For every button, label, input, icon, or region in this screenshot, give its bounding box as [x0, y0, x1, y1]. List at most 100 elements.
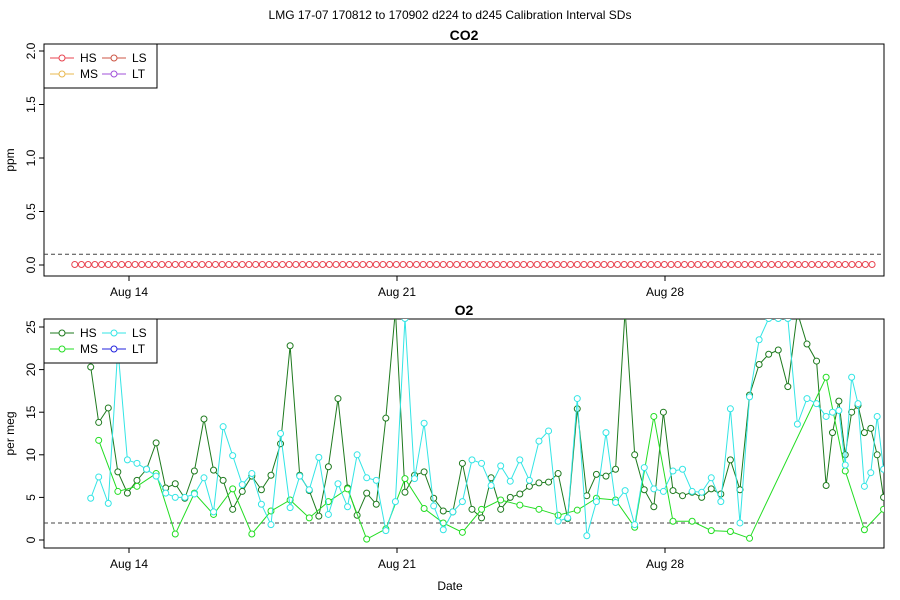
- series-hs-point: [893, 458, 899, 464]
- series-hs-point: [345, 260, 353, 268]
- series-hs-point: [654, 260, 662, 268]
- series-hs-point: [95, 418, 103, 426]
- series-ls-point: [583, 532, 591, 540]
- series-ms-line: [98, 375, 884, 540]
- series-ls-point: [449, 508, 457, 516]
- series-hs-point: [453, 260, 461, 268]
- series-hs-point: [841, 260, 849, 268]
- series-ls-point: [688, 487, 696, 495]
- series-hs-point: [178, 260, 186, 268]
- series-hs-point: [788, 260, 796, 268]
- series-hs-point: [803, 340, 811, 348]
- series-hs-point: [312, 260, 320, 268]
- series-hs-point: [813, 357, 821, 365]
- series-hs-point: [372, 500, 380, 508]
- series-hs-point: [821, 260, 829, 268]
- y-tick-label: 2.0: [24, 42, 38, 59]
- series-ls-point: [353, 451, 361, 459]
- series-hs-point: [133, 476, 141, 484]
- series-ls-point: [277, 430, 285, 437]
- series-hs-point: [339, 260, 347, 268]
- series-hs-point: [151, 260, 159, 268]
- series-hs-point: [325, 260, 333, 268]
- series-hs-point: [420, 468, 428, 476]
- series-hs-point: [500, 260, 508, 268]
- series-ls-point: [813, 400, 821, 408]
- series-ms-point: [688, 517, 696, 525]
- series-ls-point: [104, 499, 112, 507]
- series-hs-point: [506, 260, 514, 268]
- series-hs-point: [560, 260, 568, 268]
- series-hs-point: [84, 260, 92, 268]
- series-hs-point: [734, 260, 742, 268]
- series-hs-point: [473, 260, 481, 268]
- plot-frame: [43, 318, 885, 549]
- series-hs-point: [468, 505, 476, 513]
- series-ms-point: [573, 506, 581, 514]
- series-hs-point: [305, 260, 313, 268]
- series-ls-point: [592, 498, 600, 506]
- series-hs-point: [835, 397, 843, 405]
- series-hs-point: [607, 260, 615, 268]
- series-hs-point: [533, 260, 541, 268]
- series-ms-point: [516, 501, 524, 509]
- series-ls-point: [152, 472, 160, 480]
- series-ls-point: [363, 474, 371, 482]
- x-tick-label: Aug 14: [110, 557, 148, 571]
- series-ms-point: [133, 482, 141, 490]
- x-tick-label: Aug 14: [110, 285, 148, 299]
- series-hs-point: [392, 307, 398, 313]
- legend-label: HS: [80, 326, 97, 340]
- series-hs-point: [359, 260, 367, 268]
- series-ls-point: [803, 395, 811, 403]
- series-hs-point: [399, 260, 407, 268]
- series-ls-point: [257, 500, 265, 508]
- series-hs-point: [171, 260, 179, 268]
- series-hs-point: [841, 451, 849, 459]
- series-ls-point: [602, 429, 610, 437]
- series-hs-point: [379, 260, 387, 268]
- series-hs-point: [225, 260, 233, 268]
- series-hs-point: [659, 408, 667, 416]
- series-ms-point: [478, 505, 486, 513]
- series-ls-point: [822, 412, 830, 420]
- series-hs-point: [401, 488, 409, 496]
- series-hs-point: [801, 260, 809, 268]
- series-ls-point: [707, 474, 715, 482]
- series-hs-point: [265, 260, 273, 268]
- series-hs-point: [741, 260, 749, 268]
- series-hs-point: [714, 260, 722, 268]
- series-hs-point: [493, 260, 501, 268]
- series-ls-point: [746, 393, 754, 401]
- series-hs-point: [118, 260, 126, 268]
- series-ls-point: [162, 489, 170, 497]
- series-hs-point: [486, 260, 494, 268]
- series-ls-point: [525, 476, 533, 484]
- series-hs-point: [412, 260, 420, 268]
- series-ls-point: [401, 319, 409, 322]
- series-hs-point: [459, 260, 467, 268]
- series-ls-point: [793, 420, 801, 428]
- series-ms-point: [841, 467, 849, 475]
- series-ls-point: [296, 472, 304, 480]
- series-ms-point: [497, 496, 505, 504]
- series-hs-point: [687, 260, 695, 268]
- y-axis-label: per meg: [3, 411, 17, 455]
- main-title: LMG 17-07 170812 to 170902 d224 to d245 …: [269, 8, 632, 22]
- series-hs-point: [855, 260, 863, 268]
- series-hs-point: [848, 260, 856, 268]
- series-ls-point: [679, 465, 687, 473]
- series-hs-point: [386, 260, 394, 268]
- plot-frame: [43, 43, 885, 277]
- series-ls-point: [229, 452, 237, 460]
- series-hs-point: [814, 260, 822, 268]
- series-hs-point: [721, 260, 729, 268]
- series-hs-point: [77, 260, 85, 268]
- series-hs-point: [867, 424, 875, 432]
- series-hs-point: [366, 260, 374, 268]
- series-hs-point: [592, 470, 600, 478]
- series-hs-point: [822, 481, 830, 489]
- panel-title: CO2: [450, 27, 479, 43]
- series-ls-point: [698, 488, 706, 496]
